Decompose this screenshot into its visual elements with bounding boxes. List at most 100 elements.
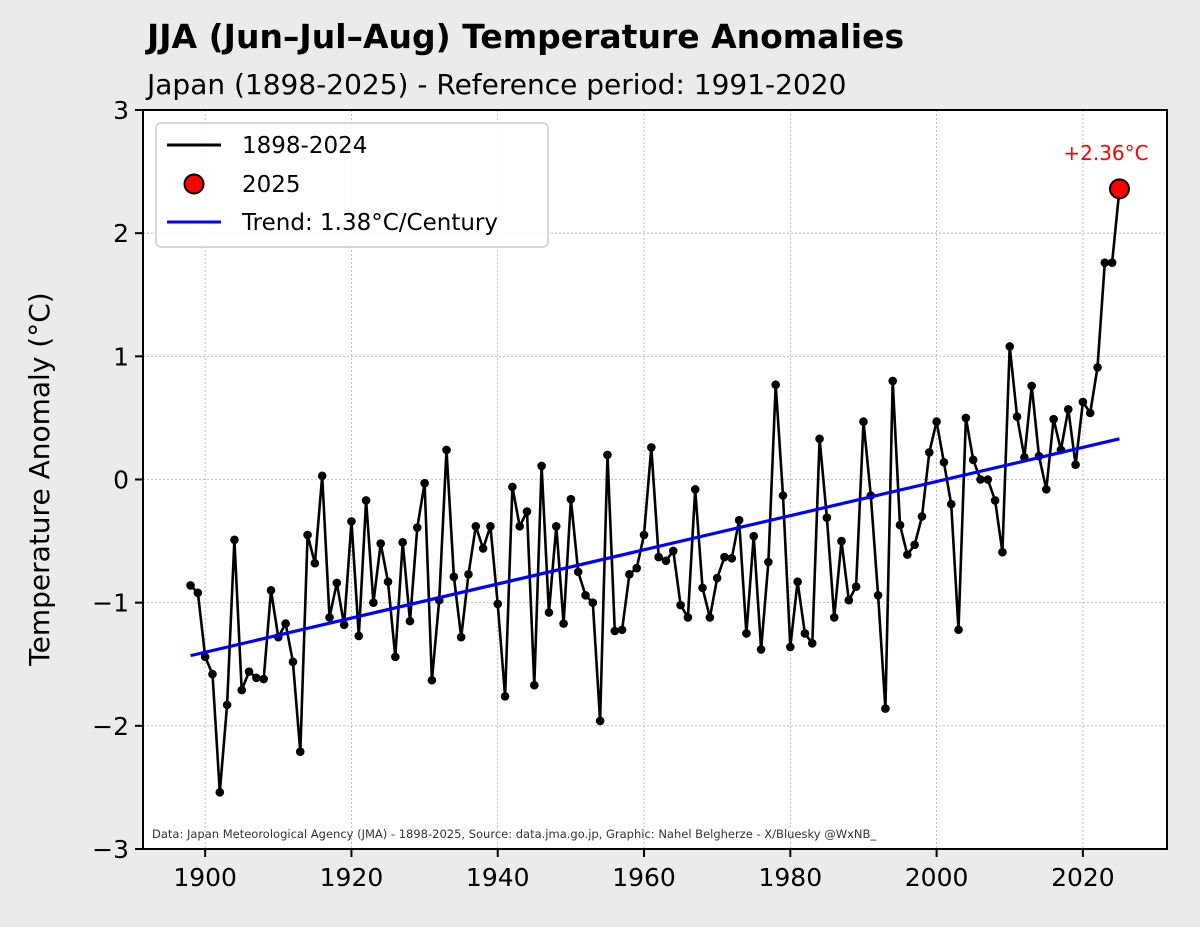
observed-point — [588, 598, 598, 607]
observed-point — [610, 626, 620, 636]
x-tick-label: 1980 — [759, 863, 823, 892]
observed-point — [237, 685, 247, 695]
observed-point — [683, 613, 693, 622]
observed-point — [807, 639, 817, 648]
observed-point — [551, 522, 561, 531]
x-tick-label: 2020 — [1051, 863, 1115, 892]
observed-point — [976, 475, 985, 484]
legend-label-series: 1898-2024 — [242, 133, 367, 159]
source-credit: Data: Japan Meteorological Agency (JMA) … — [152, 827, 876, 841]
observed-point — [537, 461, 546, 471]
observed-point — [1005, 342, 1015, 351]
y-tick-label: −1 — [92, 589, 129, 618]
observed-point — [1100, 258, 1110, 268]
observed-point — [742, 629, 751, 638]
y-tick-label: −2 — [92, 712, 129, 741]
observed-point — [800, 629, 810, 638]
observed-series-line — [189, 188, 1121, 794]
observed-point — [544, 608, 554, 617]
x-tick-label: 1960 — [612, 863, 676, 892]
observed-point — [522, 507, 532, 516]
y-axis-label: Temperature Anomaly (°C) — [23, 292, 56, 666]
observed-point — [595, 716, 605, 726]
observed-point — [559, 619, 568, 628]
legend: 1898-2024 2025 Trend: 1.38°C/Century — [155, 122, 549, 248]
observed-point — [266, 586, 276, 595]
observed-point — [895, 520, 905, 530]
observed-point — [193, 588, 203, 598]
observed-point — [647, 443, 656, 452]
observed-point — [844, 595, 854, 605]
y-tick-label: −3 — [92, 835, 129, 864]
legend-marker-red — [183, 173, 205, 195]
axis-ticks: 1900 1920 1940 1960 1980 2000 2020 −3 −2 −1 0 1 2 3 — [92, 96, 1115, 892]
observed-point — [259, 674, 268, 684]
observed-point — [1027, 381, 1036, 391]
observed-point — [427, 675, 437, 685]
observed-point — [727, 554, 737, 563]
observed-point — [376, 539, 386, 548]
observed-point — [412, 523, 422, 532]
observed-point — [1093, 363, 1102, 372]
observed-point — [573, 567, 583, 577]
observed-point — [910, 540, 919, 550]
observed-point — [222, 700, 232, 710]
observed-point — [917, 512, 927, 521]
observed-point — [332, 578, 342, 588]
observed-point — [383, 577, 393, 587]
chart-subtitle: Japan (1898-2025) - Reference period: 19… — [145, 68, 846, 101]
observed-point — [493, 599, 503, 609]
y-tick-label: 1 — [113, 342, 129, 371]
legend-box — [155, 122, 549, 248]
observed-point — [764, 557, 773, 567]
observed-point — [829, 613, 839, 622]
observed-point — [508, 482, 517, 492]
observed-point — [968, 455, 978, 465]
observed-point — [244, 667, 254, 676]
legend-label-2025: 2025 — [242, 172, 301, 198]
observed-point — [668, 546, 678, 556]
observed-point — [398, 538, 407, 547]
observed-point — [252, 673, 261, 683]
observed-point — [215, 788, 225, 797]
observed-point — [486, 522, 495, 531]
observed-point — [983, 475, 993, 484]
observed-point — [1049, 414, 1058, 424]
observed-point — [208, 669, 217, 679]
observed-point — [786, 642, 795, 652]
observed-point — [990, 496, 1000, 505]
observed-point — [1012, 412, 1022, 421]
observed-point — [581, 590, 590, 600]
observed-point — [354, 631, 364, 641]
observed-point — [837, 536, 846, 546]
observed-point — [734, 515, 744, 525]
observed-point — [456, 632, 466, 642]
trend-line — [190, 437, 1120, 658]
observed-point — [793, 577, 802, 587]
data-series — [186, 178, 1130, 797]
observed-point — [661, 556, 671, 566]
observed-point — [903, 550, 912, 559]
observed-point — [500, 691, 510, 701]
observed-point — [720, 552, 729, 562]
observed-point — [778, 491, 788, 500]
observed-point — [515, 522, 524, 531]
observed-point — [449, 572, 459, 582]
observed-point — [186, 581, 195, 590]
observed-point — [712, 573, 722, 583]
observed-point — [888, 376, 898, 386]
observed-point — [939, 457, 949, 467]
observed-point — [442, 445, 451, 455]
observed-point — [361, 496, 371, 505]
observed-point — [961, 413, 971, 423]
observed-point — [420, 478, 429, 488]
observed-point — [369, 598, 378, 607]
observed-point — [859, 417, 868, 426]
observed-point — [822, 513, 832, 522]
observed-point — [873, 590, 883, 600]
observed-point — [632, 563, 642, 573]
observed-point — [339, 620, 349, 630]
observed-point — [881, 704, 890, 713]
observed-point — [200, 652, 210, 662]
